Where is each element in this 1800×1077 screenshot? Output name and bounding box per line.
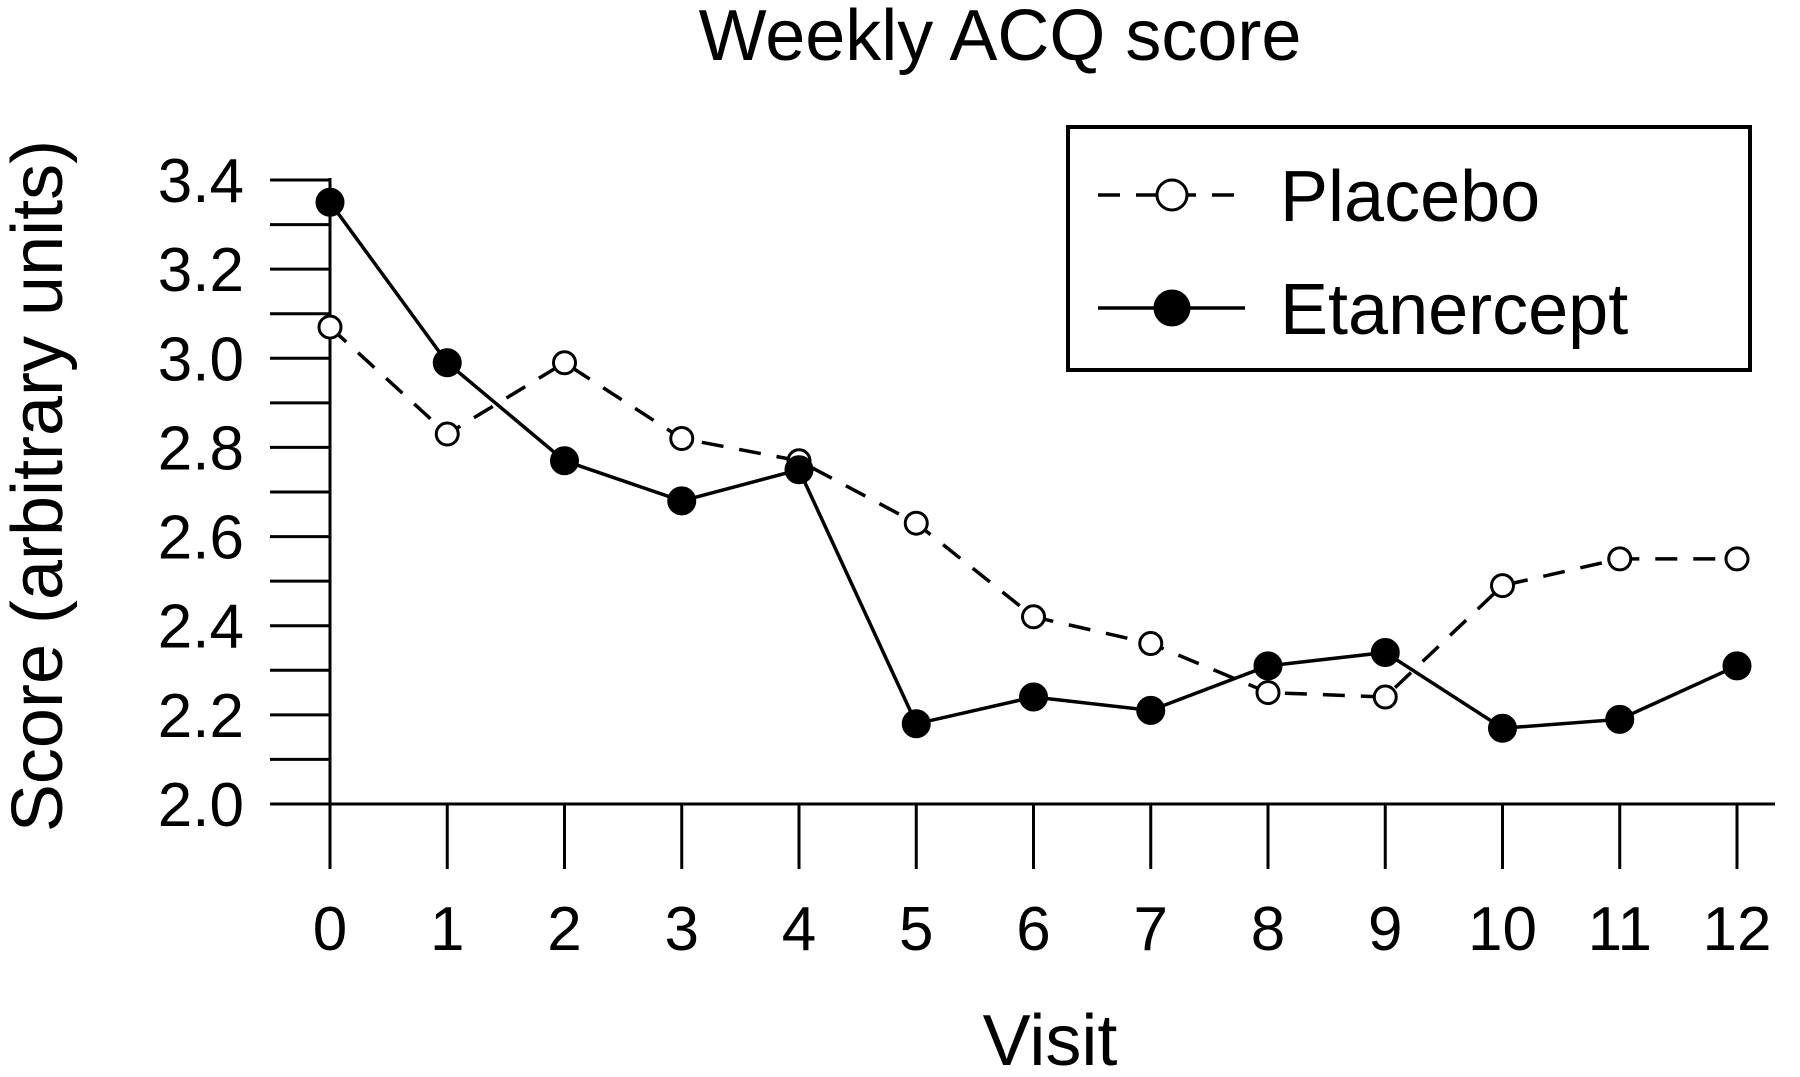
y-tick-label: 2.4	[158, 593, 244, 662]
legend-entries: Placebo Etanercept	[1098, 157, 1628, 350]
x-tick-label: 7	[1134, 895, 1168, 964]
etanercept-point	[667, 486, 697, 516]
etanercept-point	[550, 446, 579, 476]
x-tick-label: 1	[430, 895, 464, 964]
x-tick-label: 5	[899, 895, 933, 964]
etanercept-point	[315, 187, 345, 217]
placebo-line	[328, 325, 1737, 699]
x-tick-label: 8	[1251, 895, 1285, 964]
placebo-point	[1255, 680, 1281, 706]
legend-box	[1066, 125, 1752, 372]
y-tick-label: 3.2	[158, 236, 244, 305]
etanercept-point	[1136, 695, 1166, 725]
placebo-series	[317, 314, 1750, 710]
x-tick-label: 11	[1588, 895, 1652, 964]
x-tick-label: 10	[1468, 895, 1537, 964]
x-axis-title: Visit	[983, 1001, 1118, 1077]
etanercept-point	[784, 455, 814, 485]
y-tick-label: 2.8	[158, 414, 244, 483]
etanercept-point	[1488, 713, 1517, 743]
placebo-point	[1021, 604, 1046, 630]
y-tick-label: 3.0	[158, 325, 244, 394]
etanercept-series	[315, 187, 1752, 743]
etanercept-point	[1253, 651, 1283, 681]
x-tick-label: 12	[1703, 895, 1772, 964]
etanercept-point	[1722, 651, 1752, 681]
legend-placebo-label: Placebo	[1280, 157, 1540, 237]
placebo-point	[1372, 684, 1398, 710]
x-tick-label: 6	[1016, 895, 1050, 964]
y-axis-title: Score (arbitrary units)	[0, 140, 78, 832]
placebo-point	[903, 510, 929, 536]
x-tick-label: 0	[313, 895, 347, 964]
legend-etanercept-label: Etanercept	[1280, 270, 1628, 350]
etanercept-point	[432, 348, 462, 378]
y-tick-label: 3.4	[158, 147, 244, 216]
chart-title: Weekly ACQ score	[699, 0, 1302, 76]
placebo-point	[317, 314, 343, 340]
etanercept-point	[1370, 637, 1400, 667]
x-tick-label: 2	[547, 895, 581, 964]
placebo-point	[434, 421, 460, 447]
etanercept-point	[1019, 682, 1048, 712]
placebo-point	[669, 426, 695, 452]
legend-placebo-marker	[1155, 178, 1189, 212]
placebo-point	[1607, 546, 1633, 572]
y-tick-label: 2.6	[158, 504, 244, 573]
x-tick-label: 4	[782, 895, 816, 964]
placebo-point	[552, 350, 577, 376]
placebo-point	[1138, 631, 1164, 657]
legend: Placebo Etanercept	[1066, 125, 1752, 372]
y-tick-label: 2.2	[158, 682, 244, 751]
axes: 2.02.22.42.62.83.03.23.40 1 2 3 4 5 6 7 8 9 10 11 12	[158, 147, 1775, 964]
placebo-point	[1724, 546, 1750, 572]
placebo-point	[1490, 573, 1515, 599]
etanercept-point	[901, 709, 931, 739]
x-tick-label: 3	[665, 895, 699, 964]
legend-etanercept-marker	[1153, 289, 1191, 327]
x-tick-label: 9	[1368, 895, 1402, 964]
y-tick-label: 2.0	[158, 771, 244, 840]
etanercept-point	[1605, 704, 1635, 734]
series-layer	[315, 187, 1752, 743]
